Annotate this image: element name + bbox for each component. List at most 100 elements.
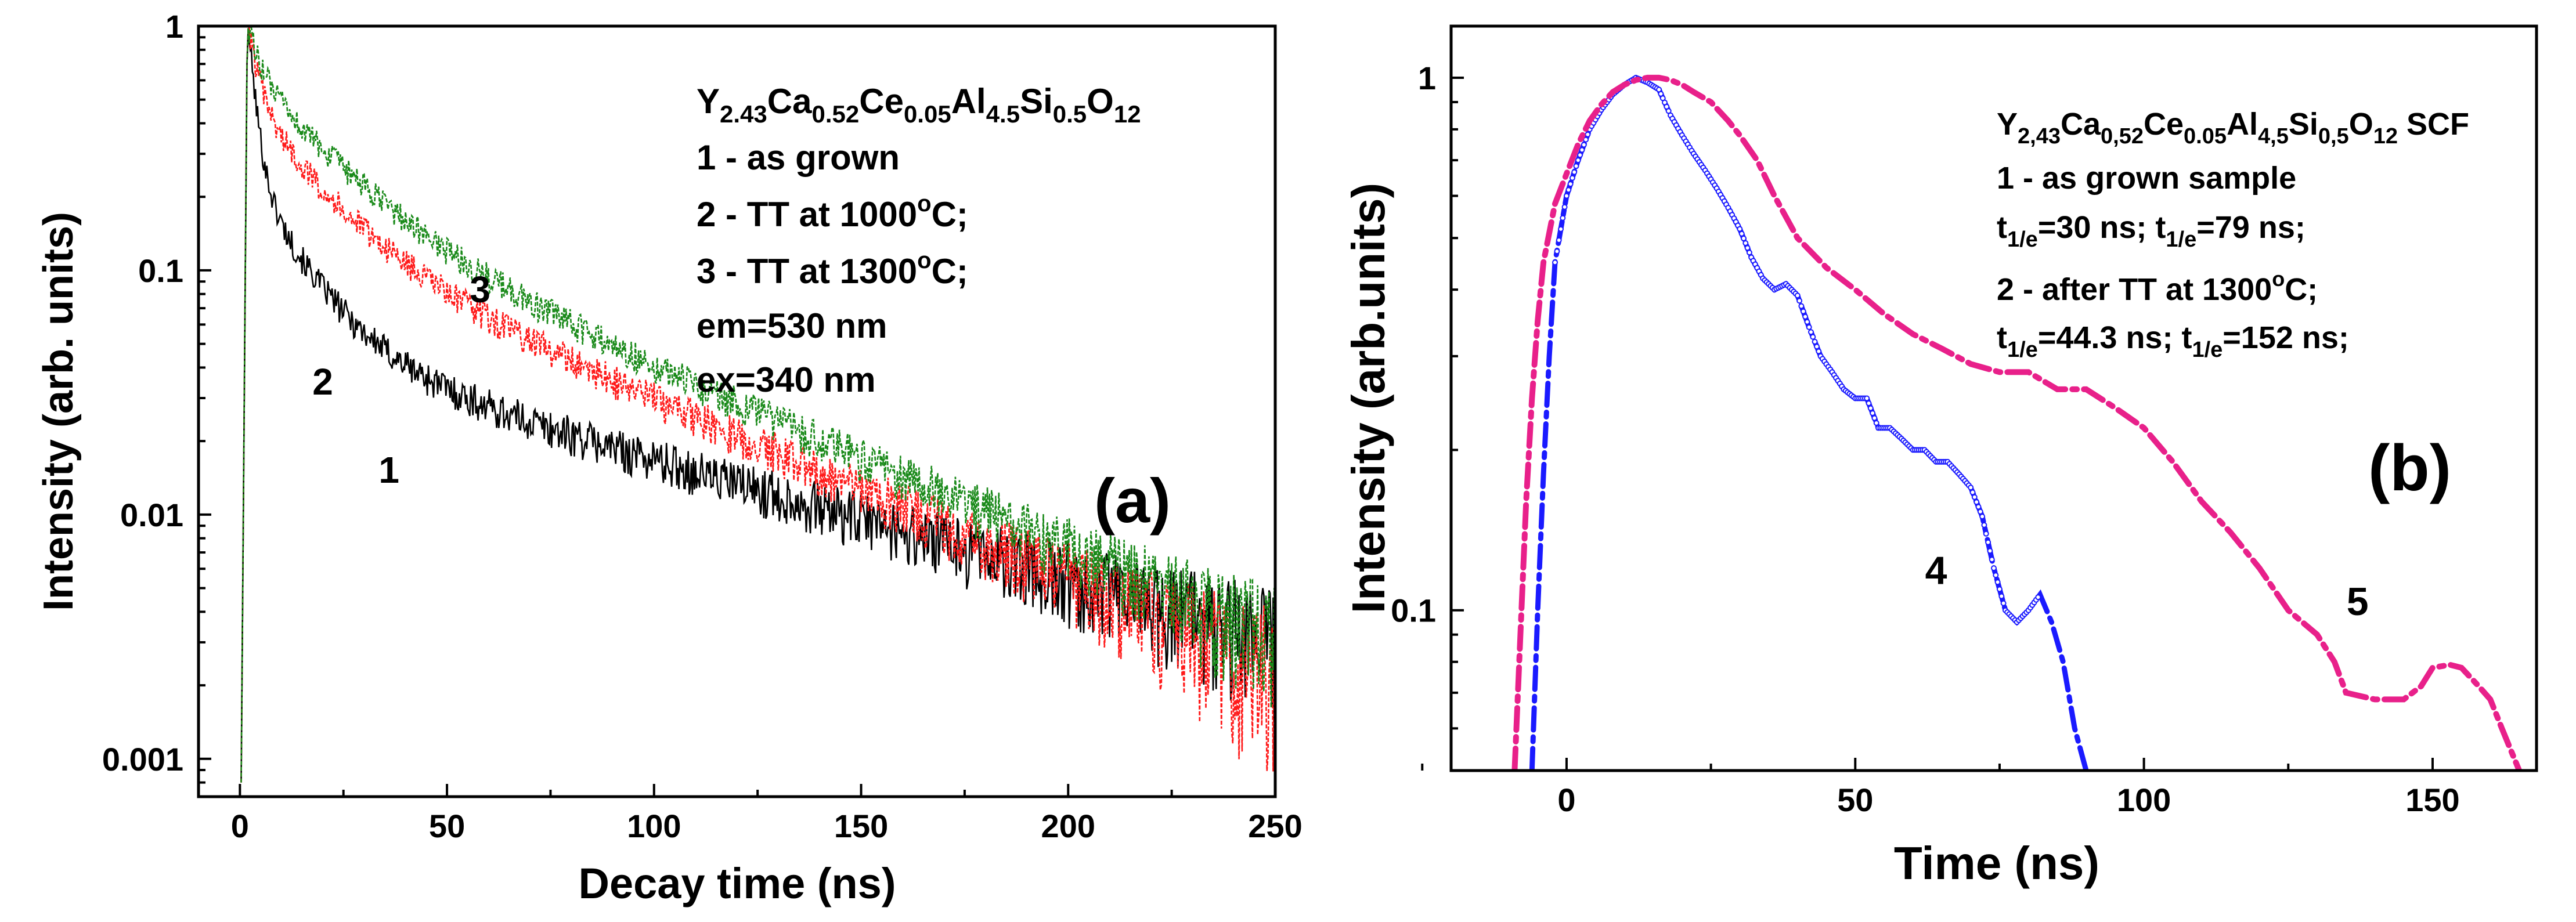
panel-b-series-4-marker (1968, 484, 1974, 491)
panel-a-y-axis-label: Intensity (arb. units) (35, 212, 82, 611)
panel-b-series-4-marker (1565, 187, 1572, 193)
panel-b-series-4-marker (1560, 215, 1566, 221)
panel-b-x-axis-label: Time (ns) (1894, 837, 2099, 889)
panel-a-y-tick-label: 0.1 (138, 252, 183, 289)
panel-b-series-4-marker (1577, 152, 1583, 158)
panel-b-x-tick-label: 0 (1557, 782, 1575, 818)
panel-b-series-4-marker (1554, 248, 1560, 255)
panel-a-y-tick-label: 1 (165, 8, 183, 45)
panel-b-series-4-marker (1810, 334, 1816, 340)
panel-b-series-4-marker (1581, 142, 1587, 148)
panel-b-series-4-marker (1802, 313, 1809, 320)
panel-b-curve-label-5: 5 (2347, 580, 2369, 624)
panel-a-legend-line-4: em=530 nm (697, 306, 887, 345)
panel-a: 0 50 100 150 200 250 0.001 0.01 0.1 1 Decay time … (35, 8, 1303, 907)
panel-b-series-4-marker (1575, 157, 1581, 164)
panel-b-legend-line-2: t1/e=30 ns; t1/e=79 ns; (1997, 210, 2306, 252)
panel-b-series-4-markers (1552, 74, 2041, 625)
panel-b-series-4-marker (1573, 163, 1579, 169)
panel-a-legend-line-1: 1 - as grown (697, 138, 900, 177)
panel-b-series (1511, 74, 2523, 771)
panel-b-series-4-marker (1998, 593, 2005, 599)
panel-b-series-4-marker (1737, 226, 1743, 232)
panel-a-legend-line-2: 2 - TT at 1000oC; (697, 191, 968, 234)
panel-a-curve-label-3: 3 (470, 269, 490, 310)
panel-b-series-4-marker (1563, 193, 1570, 199)
panel-b-legend-line-1: 1 - as grown sample (1997, 161, 2296, 196)
panel-b-series-4-marker (1738, 230, 1745, 237)
panel-b-series-4-marker (1994, 579, 2001, 585)
panel-b-series-4-marker (1571, 169, 1578, 175)
panel-b-legend-title: Y2,43Ca0,52Ce0.05Al4,5Si0,5O12 SCF (1997, 107, 2469, 149)
panel-b-series-4-marker (1558, 226, 1564, 232)
panel-a-y-tick-label: 0.01 (120, 497, 183, 533)
panel-b-series-5-line (1511, 74, 2523, 771)
panel-b-legend-line-4: t1/e=44.3 ns; t1/e=152 ns; (1997, 320, 2349, 362)
panel-a-series-3-line (240, 26, 1275, 783)
panel-b-series-4-marker (1742, 240, 1749, 246)
panel-b-series-4-marker (1987, 548, 1993, 554)
panel-b-series-4-marker (2035, 594, 2041, 601)
panel-b: 0 50 100 150 0.1 1 Time (ns) Intensity (arb.u… (1343, 24, 2538, 889)
panel-b-series-4-marker (1569, 175, 1575, 181)
panel-b-series-4-marker (1567, 181, 1574, 187)
panel-b-series-4-marker (1556, 237, 1562, 243)
panel-b-legend-line-3: 2 - after TT at 1300oC; (1997, 267, 2318, 307)
panel-b-series-4-marker (1993, 572, 1999, 578)
panel-b-series-4-marker (1871, 415, 1878, 421)
panel-b-series-4-marker (1979, 514, 1986, 520)
panel-b-series-4-marker (1977, 508, 1983, 515)
panel-b-x-tick-label: 100 (2117, 782, 2171, 818)
panel-b-series-4-marker (1971, 494, 1978, 500)
panel-b-ticks: 0 50 100 150 0.1 1 (1391, 60, 2460, 818)
panel-a-x-tick-label: 200 (1041, 808, 1095, 844)
panel-b-series-4-marker (1989, 556, 1995, 563)
panel-b-series-4-marker (1746, 250, 1752, 256)
panel-a-ticks: 0 50 100 150 200 250 0.001 0.01 0.1 1 (102, 8, 1303, 844)
panel-b-series-4-marker (1816, 348, 1822, 355)
panel-b-label: (b) (2368, 432, 2451, 504)
panel-b-series-4-marker (1552, 259, 1558, 266)
panel-b-series-4-marker (1814, 344, 1820, 350)
panel-b-series-4-marker (1794, 292, 1801, 299)
panel-a-curve-label-1: 1 (378, 449, 399, 491)
panel-b-series-4-marker (1744, 245, 1751, 251)
panel-a-legend-line-5: ex=340 nm (697, 360, 876, 399)
panel-b-series-4-marker (1804, 319, 1810, 325)
panel-b-series-4-marker (1812, 338, 1818, 345)
panel-a-label: (a) (1094, 465, 1171, 536)
panel-b-series-4-marker (1798, 303, 1805, 309)
panel-a-x-tick-label: 50 (429, 808, 465, 844)
panel-a-curve-labels: 1 2 3 (312, 269, 490, 491)
panel-b-frame (1449, 24, 2538, 772)
panel-b-series-4-marker (1867, 405, 1874, 411)
panel-b-curve-labels: 45 (1925, 549, 2369, 624)
panel-b-series-4-marker (1806, 324, 1812, 330)
panel-a-curve-label-2: 2 (312, 361, 333, 403)
panel-a-y-tick-label: 0.001 (102, 741, 183, 778)
panel-b-series-4-marker (1985, 539, 1991, 545)
panel-b-series-4-marker (1579, 147, 1585, 153)
panel-a-x-tick-label: 250 (1248, 808, 1302, 844)
panel-b-series-4-marker (1864, 395, 1870, 402)
panel-b-series-4-marker (2000, 600, 2007, 606)
panel-b-curve-label-4: 4 (1925, 549, 1947, 593)
panel-b-series-4-marker (1741, 235, 1747, 241)
panel-b-series-4-marker (1983, 530, 1989, 537)
panel-b-series-4-marker (1796, 298, 1803, 304)
panel-b-series-4-marker (1808, 329, 1814, 335)
panel-b-series-4-marker (1974, 499, 1980, 505)
panel-b-series-4-marker (1873, 420, 1879, 426)
panel-a-x-tick-label: 100 (627, 808, 681, 844)
panel-a-composition: Y2.43Ca0.52Ce0.05Al4.5Si0.5O12 (697, 82, 1141, 128)
panel-a-series (240, 26, 1275, 783)
panel-a-x-tick-label: 150 (834, 808, 888, 844)
panel-a-x-axis-label: Decay time (ns) (579, 859, 896, 907)
panel-a-frame (197, 24, 1277, 798)
panel-b-series-4-marker (1800, 308, 1806, 314)
panel-b-x-tick-label: 150 (2405, 782, 2459, 818)
panel-b-x-tick-label: 50 (1837, 782, 1873, 818)
panel-b-series-4-marker (1870, 410, 1876, 416)
